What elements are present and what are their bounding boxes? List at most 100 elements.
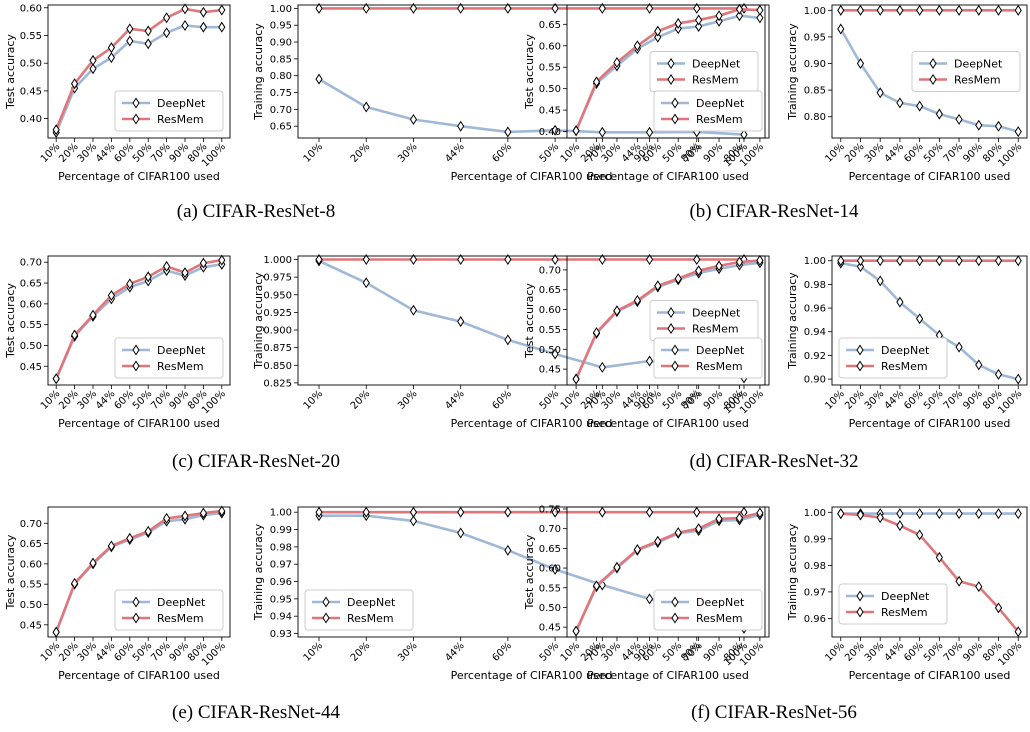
data-point-resmem (182, 4, 188, 13)
caption-f: (f) CIFAR-ResNet-56 (691, 702, 857, 723)
chart-panel-e-test: 0.450.500.550.600.650.7010%20%30%44%60%5… (4, 506, 230, 682)
caption-d: (d) CIFAR-ResNet-32 (689, 451, 858, 472)
data-point-resmem (200, 8, 206, 17)
x-tick-label: 10% (39, 388, 63, 412)
x-tick-label: 10% (302, 640, 326, 664)
data-point-resmem (505, 508, 511, 517)
x-tick-label: 44% (883, 640, 907, 664)
legend-label-deepnet: DeepNet (347, 596, 396, 609)
x-tick-label: 44% (443, 640, 467, 664)
y-tick-label: 0.60 (539, 305, 561, 316)
y-tick-label: 0.925 (263, 308, 292, 319)
y-axis-label: Test accuracy (523, 34, 536, 110)
legend-label-deepnet: DeepNet (696, 596, 745, 609)
legend: DeepNet ResMem (654, 338, 762, 378)
y-tick-label: 0.70 (20, 258, 42, 269)
y-tick-label: 0.45 (20, 86, 42, 97)
y-tick-label: 0.97 (804, 587, 826, 598)
y-tick-label: 0.50 (20, 341, 42, 352)
y-axis-label: Training accuracy (786, 23, 799, 121)
x-tick-label: 60% (491, 388, 515, 412)
x-axis-label: Percentage of CIFAR100 used (58, 417, 220, 430)
y-axis-label: Training accuracy (786, 523, 799, 621)
data-point-resmem (145, 26, 151, 35)
y-tick-label: 0.80 (804, 112, 826, 123)
y-tick-label: 0.50 (20, 59, 42, 70)
data-point-deepnet (182, 21, 188, 30)
data-point-resmem (1015, 256, 1021, 265)
x-tick-label: 20% (349, 141, 373, 165)
y-tick-label: 0.95 (804, 32, 826, 43)
legend: DeepNet ResMem (650, 52, 758, 92)
legend: DeepNet ResMem (115, 91, 223, 131)
x-tick-label: 90% (168, 388, 192, 412)
legend-label-deepnet: DeepNet (696, 97, 745, 110)
data-point-deepnet (996, 509, 1002, 518)
data-point-resmem (976, 256, 982, 265)
data-point-deepnet (897, 98, 903, 107)
x-tick-label: 30% (76, 640, 100, 664)
y-tick-label: 0.75 (539, 504, 561, 515)
legend-label-deepnet: DeepNet (157, 344, 206, 357)
data-point-deepnet (458, 317, 464, 326)
x-tick-label: 44% (883, 141, 907, 165)
y-tick-label: 0.900 (263, 326, 292, 337)
y-tick-label: 0.875 (263, 343, 292, 354)
data-point-deepnet (219, 23, 225, 32)
data-point-deepnet (164, 28, 170, 37)
y-tick-label: 0.55 (20, 320, 42, 331)
x-tick-label: 10% (559, 640, 583, 664)
data-point-resmem (838, 509, 844, 518)
y-tick-label: 0.850 (263, 361, 292, 372)
y-tick-label: 0.825 (263, 378, 292, 389)
x-axis-label: Percentage of CIFAR100 used (58, 669, 220, 682)
y-tick-label: 0.99 (804, 534, 826, 545)
data-point-resmem (917, 6, 923, 15)
data-point-deepnet (1015, 127, 1021, 136)
x-tick-label: 44% (883, 388, 907, 412)
x-tick-label: 60% (902, 388, 926, 412)
y-tick-label: 0.85 (270, 54, 292, 65)
chart-panel-f-train: 0.960.970.980.991.0010%20%30%44%60%50%70… (786, 507, 1027, 682)
data-point-deepnet (936, 509, 942, 518)
data-point-resmem (956, 256, 962, 265)
x-tick-label: 20% (843, 388, 867, 412)
x-axis-label: Percentage of CIFAR100 used (849, 417, 1011, 430)
data-point-resmem (897, 521, 903, 530)
y-tick-label: 0.950 (263, 290, 292, 301)
y-tick-label: 0.50 (20, 600, 42, 611)
y-tick-label: 0.70 (270, 105, 292, 116)
x-tick-label: 10% (302, 388, 326, 412)
y-tick-label: 0.70 (539, 265, 561, 276)
data-point-deepnet (956, 509, 962, 518)
x-tick-label: 90% (168, 640, 192, 664)
legend: DeepNet ResMem (305, 590, 413, 630)
x-tick-label: 90% (961, 640, 985, 664)
y-tick-label: 0.60 (539, 41, 561, 52)
data-point-resmem (897, 256, 903, 265)
data-point-resmem (219, 5, 225, 14)
y-axis-label: Training accuracy (252, 523, 265, 621)
legend-label-resmem: ResMem (692, 74, 739, 87)
data-point-resmem (647, 508, 653, 517)
x-tick-label: 30% (863, 640, 887, 664)
data-point-deepnet (647, 356, 653, 365)
y-tick-label: 0.65 (539, 20, 561, 31)
data-point-resmem (694, 508, 700, 517)
x-tick-label: 30% (396, 141, 420, 165)
chart-panel-c-test: 0.450.500.550.600.650.7010%20%30%44%60%5… (4, 256, 230, 430)
x-tick-label: 44% (94, 388, 118, 412)
x-tick-label: 30% (863, 141, 887, 165)
y-tick-label: 1.00 (804, 256, 826, 267)
x-tick-label: 44% (443, 388, 467, 412)
legend: DeepNet ResMem (654, 590, 762, 630)
data-point-deepnet (410, 115, 416, 124)
legend: DeepNet ResMem (650, 301, 758, 341)
y-tick-label: 0.45 (20, 362, 42, 373)
y-axis-label: Test accuracy (4, 34, 17, 110)
x-tick-label: 20% (57, 141, 81, 165)
x-tick-label: 90% (961, 141, 985, 165)
x-tick-label: 44% (94, 141, 118, 165)
legend-label-deepnet: DeepNet (157, 596, 206, 609)
y-tick-label: 1.00 (804, 508, 826, 519)
